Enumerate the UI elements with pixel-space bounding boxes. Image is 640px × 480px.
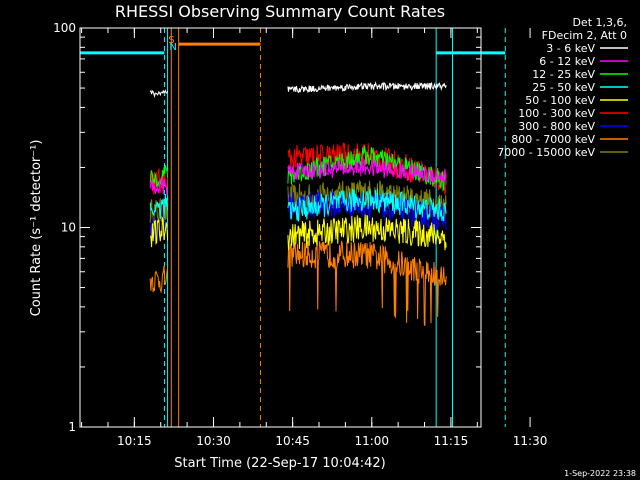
y-tick-label: 100	[53, 21, 76, 35]
legend-label: 7000 - 15000 keV	[497, 146, 595, 159]
axis-layer: 1 10 100 10:15 10:30 10:45 11:00 11:15 11:30	[53, 21, 547, 448]
x-tick-label: 10:15	[117, 434, 152, 448]
timestamp: 1-Sep-2022 23:38	[564, 469, 636, 478]
legend-label: 100 - 300 keV	[518, 107, 595, 120]
y-tick-label: 10	[61, 221, 76, 235]
x-tick-label: 10:30	[196, 434, 231, 448]
series-trace	[149, 265, 169, 294]
series-trace	[287, 214, 447, 251]
series-trace	[149, 193, 169, 219]
series-trace	[149, 89, 169, 99]
legend-label: 6 - 12 keV	[539, 55, 595, 68]
series-trace	[287, 191, 447, 232]
legend-label: 300 - 800 keV	[518, 120, 595, 133]
legend-label: 25 - 50 keV	[532, 81, 595, 94]
series-trace	[149, 217, 169, 248]
legend-header-2: FDecim 2, Att 0	[542, 29, 627, 42]
legend-header-1: Det 1,3,6,	[572, 16, 627, 29]
legend-label: 12 - 25 keV	[532, 68, 595, 81]
series-trace	[149, 178, 168, 196]
x-tick-label: 10:45	[275, 434, 310, 448]
y-tick-label: 1	[68, 420, 76, 434]
series-trace	[287, 240, 447, 326]
series-trace	[287, 81, 447, 94]
legend-label: 3 - 6 keV	[546, 42, 595, 55]
x-axis-label: Start Time (22-Sep-17 10:04:42)	[174, 456, 385, 471]
x-tick-label: 11:30	[513, 434, 548, 448]
data-layer: SN	[80, 28, 506, 427]
chart-title: RHESSI Observing Summary Count Rates	[115, 2, 445, 21]
y-axis-label: Count Rate (s⁻¹ detector⁻¹)	[29, 140, 44, 317]
series-trace	[287, 188, 447, 222]
flag-s: S	[168, 35, 174, 46]
series-trace	[287, 158, 447, 185]
series-trace	[287, 146, 447, 193]
legend-label: 800 - 7000 keV	[511, 133, 595, 146]
flag-n: N	[169, 42, 176, 53]
legend-label: 50 - 100 keV	[525, 94, 595, 107]
x-tick-label: 11:00	[354, 434, 389, 448]
x-tick-label: 11:15	[434, 434, 469, 448]
